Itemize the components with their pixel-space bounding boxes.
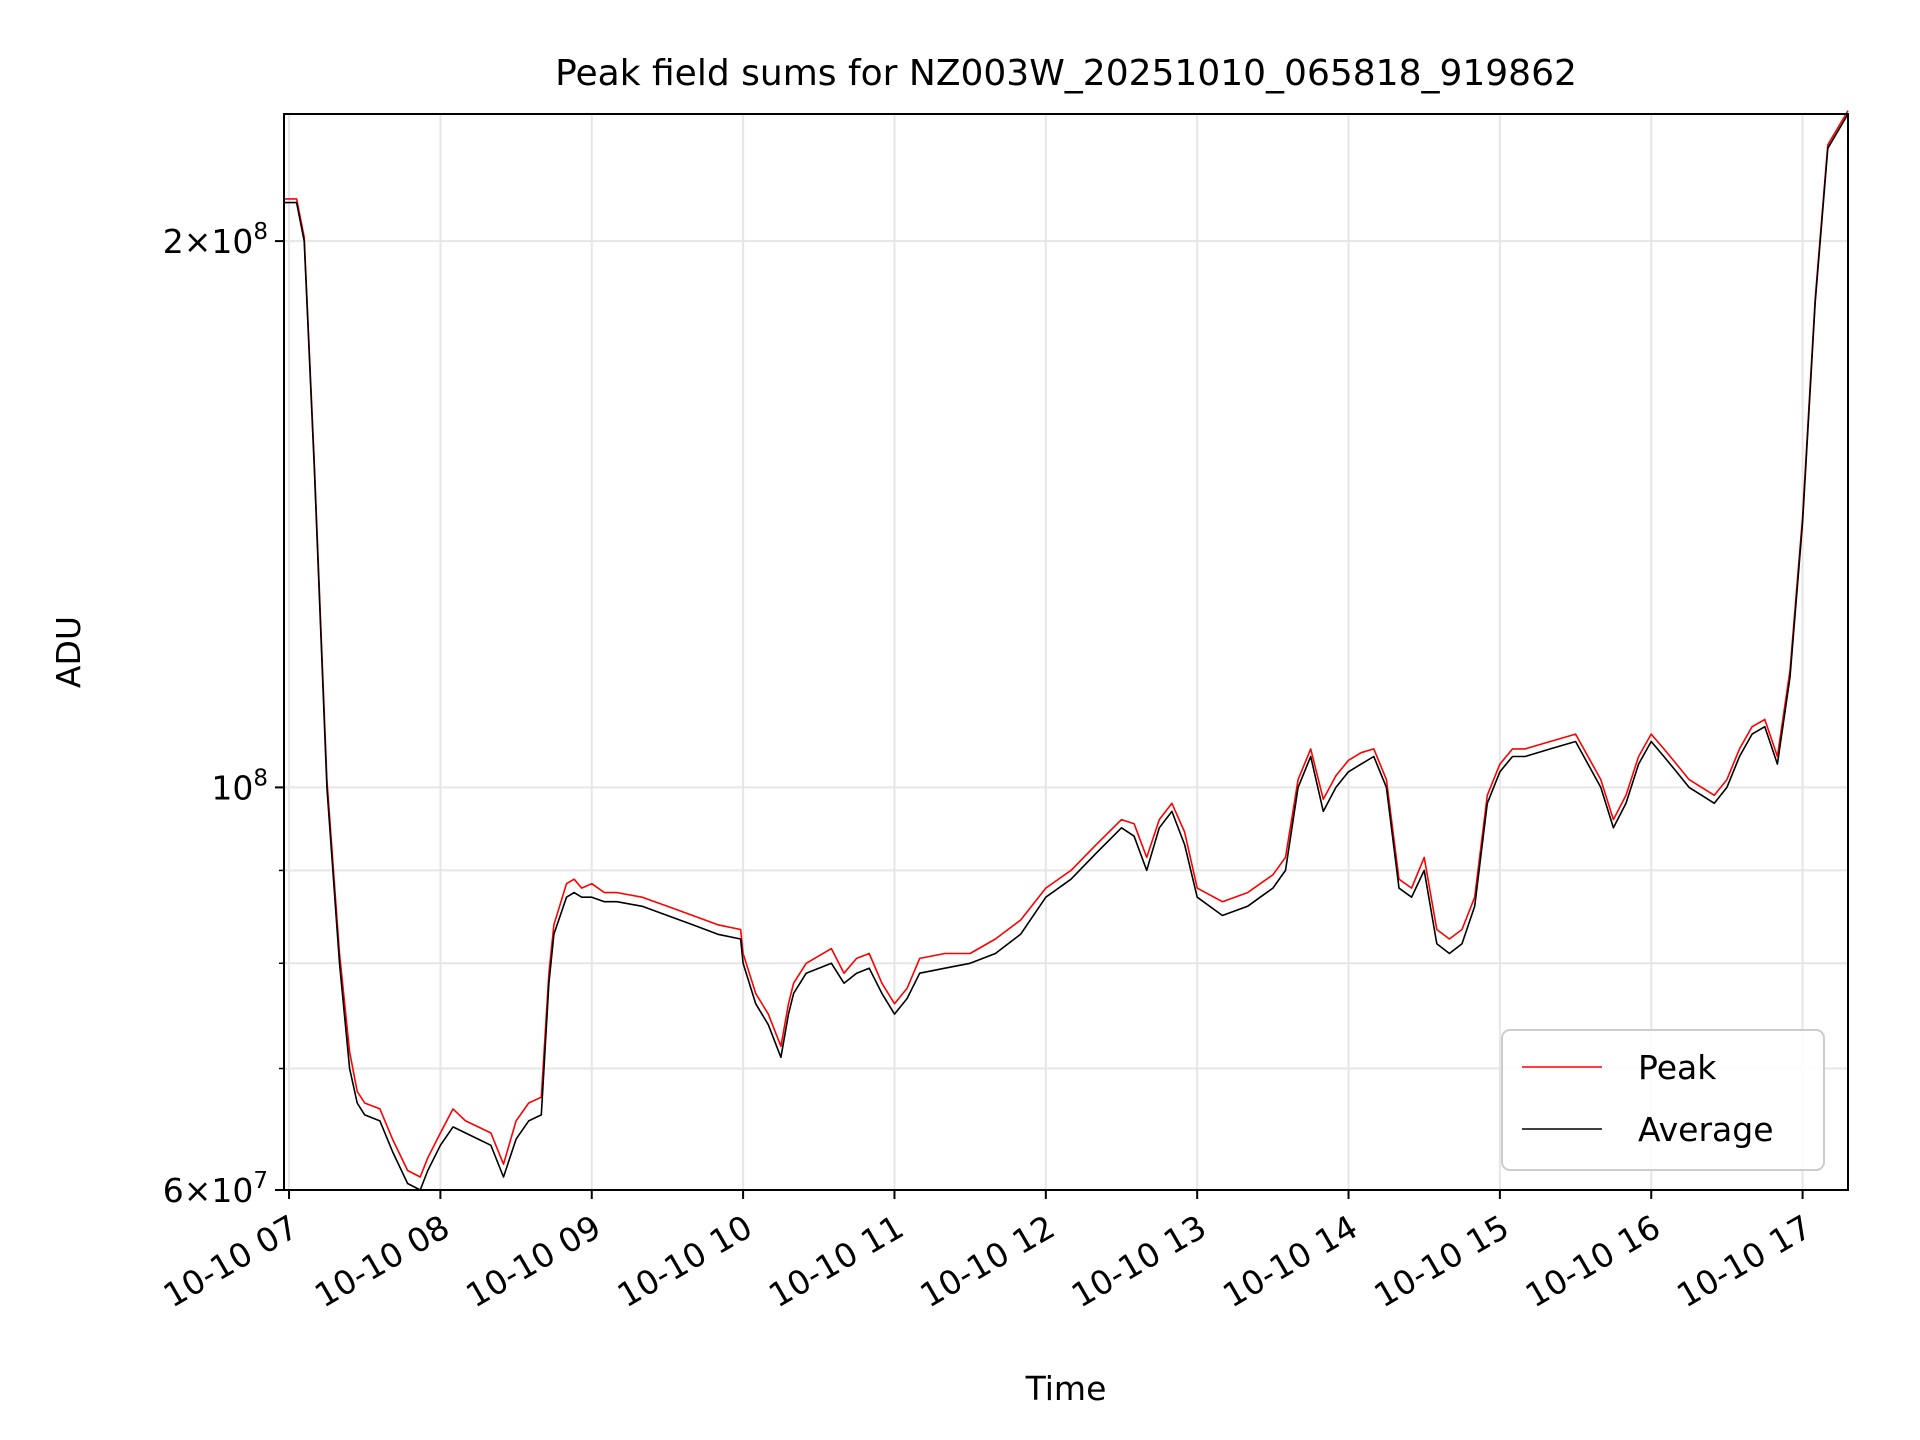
x-axis-label: Time [1025, 1369, 1107, 1408]
chart-title: Peak field sums for NZ003W_20251010_0658… [555, 53, 1577, 94]
series-line-peak [284, 110, 1849, 1178]
plot-background [284, 114, 1848, 1190]
y-axis: 6×107 108 2×108 [163, 219, 284, 1210]
series-line-average [284, 113, 1849, 1191]
y-tick-label: 108 [211, 765, 268, 807]
legend-label-peak: Peak [1638, 1048, 1717, 1087]
legend: Peak Average [1501, 1029, 1825, 1171]
plot-frame [283, 113, 1849, 1191]
plot-area [283, 110, 1849, 1191]
legend-box [1501, 1029, 1825, 1171]
y-axis-label: ADU [49, 616, 88, 688]
y-tick-label: 2×108 [163, 219, 268, 261]
legend-label-average: Average [1638, 1110, 1774, 1149]
y-tick-label: 6×107 [163, 1168, 268, 1210]
series-layer [284, 110, 1849, 1191]
